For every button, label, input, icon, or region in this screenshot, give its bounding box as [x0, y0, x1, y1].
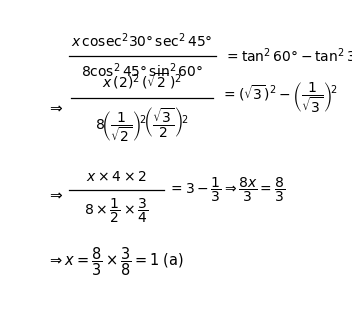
Text: $= (\sqrt{3})^2 - \left(\dfrac{1}{\sqrt{3}}\right)^{\!2}$: $= (\sqrt{3})^2 - \left(\dfrac{1}{\sqrt{… — [221, 81, 338, 115]
Text: $\Rightarrow x = \dfrac{8}{3} \times \dfrac{3}{8} = 1\;\text{(a)}$: $\Rightarrow x = \dfrac{8}{3} \times \df… — [47, 245, 184, 278]
Text: $8\cos^2 45°\,\sin^2 60°$: $8\cos^2 45°\,\sin^2 60°$ — [81, 62, 203, 80]
Text: $8\!\left(\dfrac{1}{\sqrt{2}}\right)^{\!2}\!\left(\dfrac{\sqrt{3}}{2}\right)^{\!: $8\!\left(\dfrac{1}{\sqrt{2}}\right)^{\!… — [95, 105, 189, 144]
Text: $x\,\mathrm{cosec}^2 30°\,\sec^2 45°$: $x\,\mathrm{cosec}^2 30°\,\sec^2 45°$ — [71, 31, 213, 50]
Text: $x \times 4 \times 2$: $x \times 4 \times 2$ — [86, 170, 147, 184]
Text: $\Rightarrow$: $\Rightarrow$ — [47, 186, 64, 201]
Text: $8 \times \dfrac{1}{2} \times \dfrac{3}{4}$: $8 \times \dfrac{1}{2} \times \dfrac{3}{… — [84, 196, 149, 225]
Text: $x\,(2)^2\,(\sqrt{2}\,)^2$: $x\,(2)^2\,(\sqrt{2}\,)^2$ — [102, 72, 182, 92]
Text: $= 3 - \dfrac{1}{3} \Rightarrow \dfrac{8x}{3} = \dfrac{8}{3}$: $= 3 - \dfrac{1}{3} \Rightarrow \dfrac{8… — [168, 176, 285, 204]
Text: $\Rightarrow$: $\Rightarrow$ — [47, 100, 64, 115]
Text: $= \tan^2 60° - \tan^2 30°$: $= \tan^2 60° - \tan^2 30°$ — [224, 46, 352, 65]
